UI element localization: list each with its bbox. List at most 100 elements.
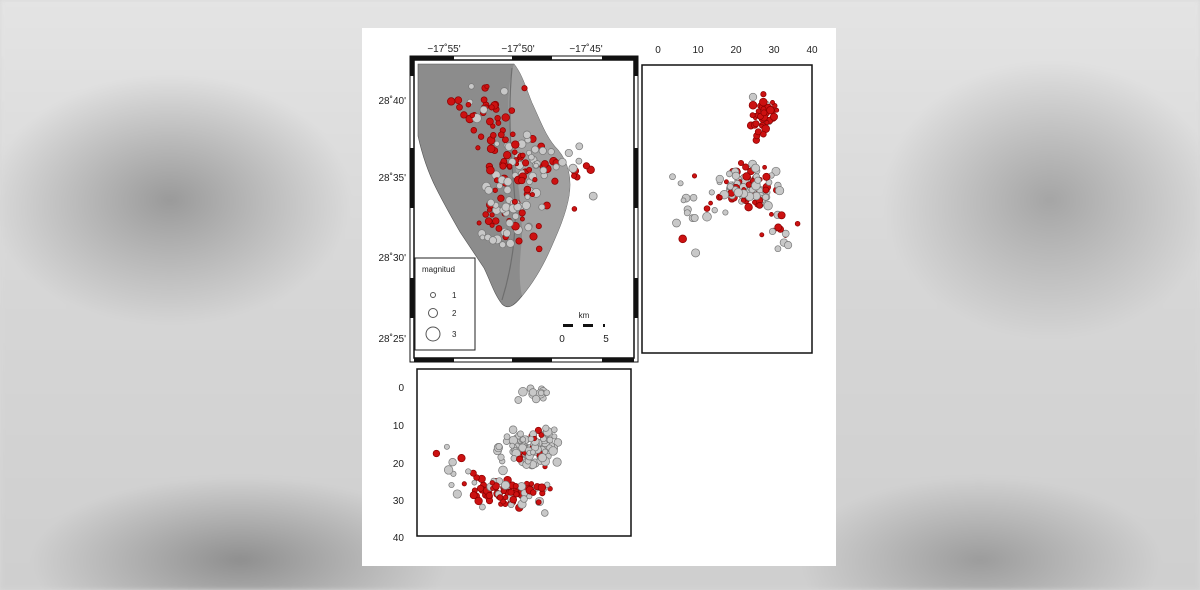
event-marker-red [469, 112, 475, 119]
event-marker-grey [722, 209, 729, 216]
event-marker-grey [509, 442, 516, 449]
event-marker-red [486, 207, 493, 213]
event-marker-grey [726, 183, 734, 191]
legend-circle-mag2 [428, 308, 438, 318]
event-marker-grey [702, 211, 712, 222]
event-marker-red [760, 109, 768, 117]
event-marker-red [770, 112, 778, 121]
event-marker-grey [763, 201, 773, 211]
event-marker-red [461, 481, 467, 487]
event-marker-red [764, 120, 770, 125]
event-marker-grey [448, 481, 455, 489]
event-marker-red [766, 106, 775, 115]
event-marker-red [742, 172, 751, 181]
event-marker-red [477, 133, 485, 140]
lon-tick-label: −17˚45' [569, 43, 602, 55]
event-marker-red [503, 151, 512, 160]
map-panel: −17˚55' −17˚50' −17˚45' 28˚40' 28˚35' 28… [379, 43, 639, 363]
event-marker-grey [519, 436, 527, 443]
event-marker-grey [514, 396, 523, 404]
event-marker-red [502, 136, 509, 144]
event-marker-grey [448, 458, 457, 467]
event-marker-red [742, 163, 750, 171]
bottom-y-tick: 30 [393, 496, 405, 507]
event-marker-red [480, 96, 488, 104]
event-marker-red [708, 200, 713, 206]
event-marker-red [470, 127, 478, 134]
event-marker-grey [575, 157, 583, 165]
event-marker-grey [564, 148, 573, 158]
event-marker-red [489, 480, 495, 486]
right-x-tick: 30 [768, 45, 780, 56]
lon-tick-label: −17˚50' [501, 43, 534, 55]
event-marker-red [501, 113, 510, 122]
event-marker-grey [468, 83, 475, 90]
event-marker-red [535, 499, 542, 506]
event-marker-red [476, 220, 482, 226]
event-marker-grey [471, 479, 478, 486]
scale-label: 0 [559, 334, 565, 345]
event-marker-grey [731, 171, 740, 180]
event-marker-red [740, 197, 747, 203]
event-marker-red [469, 491, 478, 500]
event-marker-grey [503, 185, 512, 195]
event-marker-red [432, 449, 441, 458]
event-marker-red [484, 217, 493, 226]
event-marker-red [518, 176, 526, 185]
event-marker-grey [672, 218, 681, 228]
event-marker-grey [575, 142, 584, 151]
event-marker-grey [510, 455, 518, 462]
event-marker-grey [543, 389, 550, 396]
event-marker-red [447, 97, 456, 106]
legend-item-label: 1 [452, 291, 457, 300]
event-marker-grey [537, 453, 547, 463]
lat-tick-label: 28˚35' [379, 172, 407, 184]
event-marker-red [794, 220, 801, 227]
event-marker-red [460, 111, 468, 119]
event-marker-grey [708, 189, 715, 196]
event-marker-red [535, 245, 543, 253]
event-marker-grey [508, 425, 518, 435]
event-marker-grey [503, 433, 511, 441]
event-marker-red [530, 192, 535, 198]
event-marker-red [762, 164, 767, 170]
event-marker-red [522, 159, 530, 167]
legend-title: magnitud [422, 265, 455, 274]
event-marker-grey [488, 236, 497, 245]
event-marker-grey [726, 170, 733, 178]
event-marker-red [541, 160, 549, 168]
event-marker-red [547, 486, 553, 492]
event-marker-grey [522, 130, 532, 139]
event-marker-red [520, 152, 526, 159]
event-marker-red [486, 144, 496, 154]
event-marker-grey [690, 213, 699, 222]
event-marker-grey [538, 146, 547, 155]
event-marker-red [474, 496, 483, 506]
event-marker-red [762, 172, 771, 181]
event-marker-grey [669, 173, 676, 181]
event-marker-grey [548, 446, 558, 456]
event-marker-red [744, 203, 753, 212]
event-marker-grey [588, 191, 598, 201]
event-marker-grey [541, 509, 549, 517]
event-marker-grey [530, 449, 536, 456]
event-marker-grey [479, 105, 488, 114]
event-marker-grey [524, 223, 533, 232]
right-x-tick: 20 [730, 45, 742, 56]
event-marker-red [582, 162, 590, 170]
lat-tick-label: 28˚30' [379, 252, 407, 264]
event-marker-grey [527, 435, 535, 443]
event-marker-red [521, 85, 528, 92]
event-marker-grey [715, 174, 724, 184]
event-marker-red [454, 96, 463, 105]
event-marker-red [770, 100, 775, 105]
bottom-panel-hypocenters [432, 384, 563, 517]
event-marker-grey [484, 186, 493, 195]
event-marker-grey [533, 162, 539, 169]
event-marker-grey [493, 140, 500, 147]
event-marker-grey [502, 229, 511, 238]
event-marker-grey [680, 197, 687, 204]
event-marker-red [762, 186, 770, 194]
right-x-tick: 0 [655, 45, 661, 56]
event-marker-grey [443, 465, 454, 475]
